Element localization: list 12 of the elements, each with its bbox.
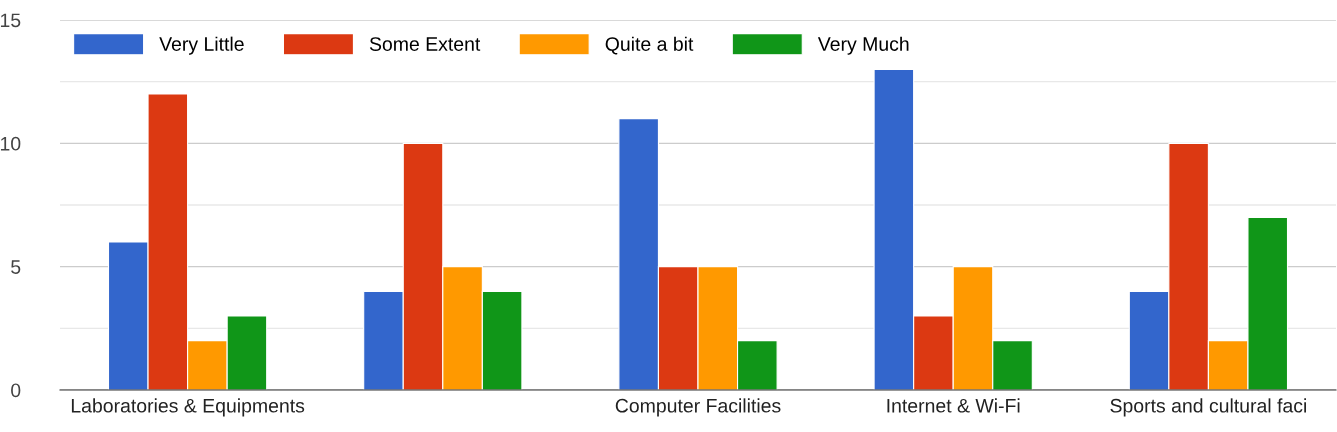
legend-label: Very Much [817, 36, 909, 55]
y-tick-label: 0 [11, 383, 21, 398]
x-tick-label: Sports and cultural faci [1110, 398, 1306, 417]
x-tick-label: Internet & Wi-Fi [887, 398, 1020, 413]
legend-label: Some Extent [369, 37, 481, 51]
x-tick-label: Laboratories & Equipments [71, 398, 305, 417]
x-tick-label: Computer Facilities [615, 398, 781, 417]
y-tick-label: 5 [11, 260, 21, 274]
y-tick-label: 10 [0, 136, 21, 151]
legend-label: Very Little [159, 36, 244, 55]
y-tick-label: 15 [0, 13, 21, 28]
legend-label: Quite a bit [605, 36, 694, 55]
